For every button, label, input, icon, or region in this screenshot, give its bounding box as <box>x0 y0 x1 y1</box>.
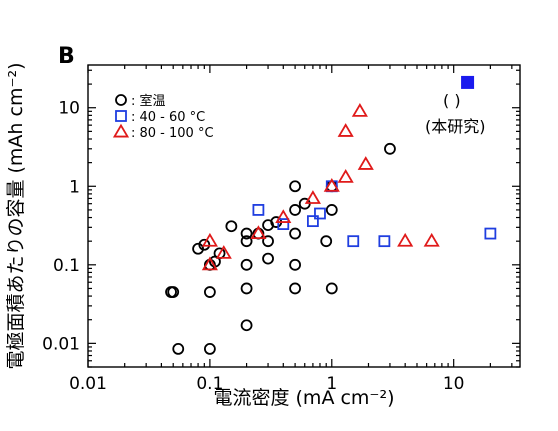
data-point-triangle <box>397 232 414 247</box>
data-point-circle <box>203 343 216 355</box>
data-point-square <box>484 227 497 240</box>
data-point-circle <box>198 238 211 251</box>
legend-entry-label: : 80 - 100 °C <box>131 126 214 141</box>
data-point-triangle <box>423 232 440 247</box>
data-point-triangle <box>351 103 368 117</box>
data-point-circle <box>289 204 301 216</box>
data-point-circle <box>320 235 333 248</box>
y-tick-label: 1 <box>69 177 80 197</box>
data-point-triangle <box>250 225 267 240</box>
x-axis-ticks: 0.01 0.1 1 10 <box>69 65 513 394</box>
data-point-circle <box>165 286 177 298</box>
data-point-circle <box>203 286 216 298</box>
data-point-circle <box>289 227 301 240</box>
data-point-triangle <box>275 209 292 223</box>
x-tick-label: 10 <box>443 374 465 394</box>
data-point-triangle <box>337 169 354 183</box>
series-2 <box>201 103 440 271</box>
data-point-circle <box>325 282 338 295</box>
data-point-square <box>307 215 319 228</box>
data-point-square <box>347 235 360 248</box>
x-axis-label: 電流密度 (mA cm⁻²) <box>213 387 394 409</box>
x-tick-label: 1 <box>326 374 337 394</box>
y-tick-label: 10 <box>58 99 80 119</box>
data-point-triangle <box>337 123 354 137</box>
annotation-bracket: ( ) <box>443 91 461 110</box>
data-point-circle <box>289 180 301 193</box>
data-point-circle <box>172 343 185 355</box>
y-axis-ticks: 0.01 0.1 1 10 <box>42 69 520 368</box>
series-3 <box>461 75 475 89</box>
data-point-circle <box>262 235 274 248</box>
legend-marker-circle <box>115 94 127 106</box>
data-point-square <box>277 218 290 230</box>
data-point-triangle <box>201 256 218 271</box>
data-point-circle <box>240 319 253 332</box>
x-tick-label: 0.1 <box>196 374 223 394</box>
data-point-triangle <box>357 156 374 170</box>
data-point-circle <box>225 220 238 233</box>
data-point-square <box>252 204 265 216</box>
legend-marker-triangle <box>112 123 130 138</box>
data-point-triangle <box>215 245 232 259</box>
data-point-square <box>314 207 326 220</box>
plot-frame <box>87 64 521 368</box>
data-point-triangle <box>304 190 321 204</box>
series-0 <box>165 142 396 355</box>
annotation-this-work: (本研究) <box>425 117 486 136</box>
data-point-triangle <box>323 177 340 192</box>
data-point-circle <box>325 204 338 216</box>
data-point-triangle <box>201 232 218 247</box>
data-point-circle <box>240 258 253 271</box>
data-point-circle <box>240 227 253 240</box>
legend: : 室温: 40 - 60 °C: 80 - 100 °C <box>112 93 214 141</box>
data-markers <box>165 75 497 355</box>
series-1 <box>252 180 497 248</box>
data-point-circle <box>240 235 253 248</box>
data-point-square <box>378 235 391 248</box>
data-point-circle <box>240 282 253 295</box>
y-tick-label: 0.01 <box>42 334 80 354</box>
data-point-circle <box>289 258 301 271</box>
y-tick-label: 0.1 <box>53 256 80 276</box>
y-axis-label: 電極面積あたりの容量 (mAh cm⁻²) <box>5 62 27 369</box>
legend-entry-label: : 40 - 60 °C <box>131 110 205 125</box>
data-point-filled-square <box>461 75 475 89</box>
data-point-circle <box>289 282 301 295</box>
x-tick-label: 0.01 <box>69 374 107 394</box>
legend-entry-label: : 室温 <box>131 93 166 109</box>
data-point-circle <box>262 252 274 265</box>
legend-marker-square <box>115 110 127 122</box>
data-point-circle <box>384 142 396 155</box>
panel-label: B <box>58 44 75 69</box>
